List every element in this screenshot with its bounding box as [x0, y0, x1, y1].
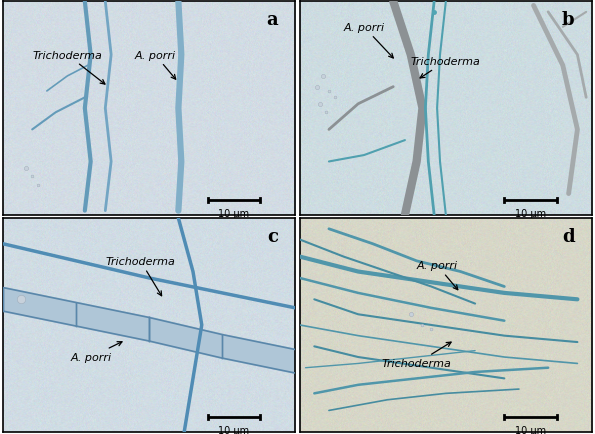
- Text: c: c: [267, 227, 278, 245]
- Text: 10 μm: 10 μm: [515, 425, 546, 434]
- Text: b: b: [562, 11, 575, 29]
- Text: a: a: [266, 11, 278, 29]
- Text: A. porri: A. porri: [134, 50, 176, 80]
- Text: Trichoderma: Trichoderma: [32, 50, 105, 85]
- Text: Trichoderma: Trichoderma: [411, 57, 481, 79]
- Text: 10 μm: 10 μm: [218, 209, 249, 219]
- Text: A. porri: A. porri: [70, 342, 122, 362]
- Text: 10 μm: 10 μm: [218, 425, 249, 434]
- Text: A. porri: A. porri: [416, 260, 458, 290]
- Text: d: d: [562, 227, 575, 245]
- Text: A. porri: A. porri: [343, 23, 393, 59]
- Text: Trichoderma: Trichoderma: [105, 256, 176, 296]
- Text: 10 μm: 10 μm: [515, 209, 546, 219]
- Text: Trichoderma: Trichoderma: [381, 342, 452, 368]
